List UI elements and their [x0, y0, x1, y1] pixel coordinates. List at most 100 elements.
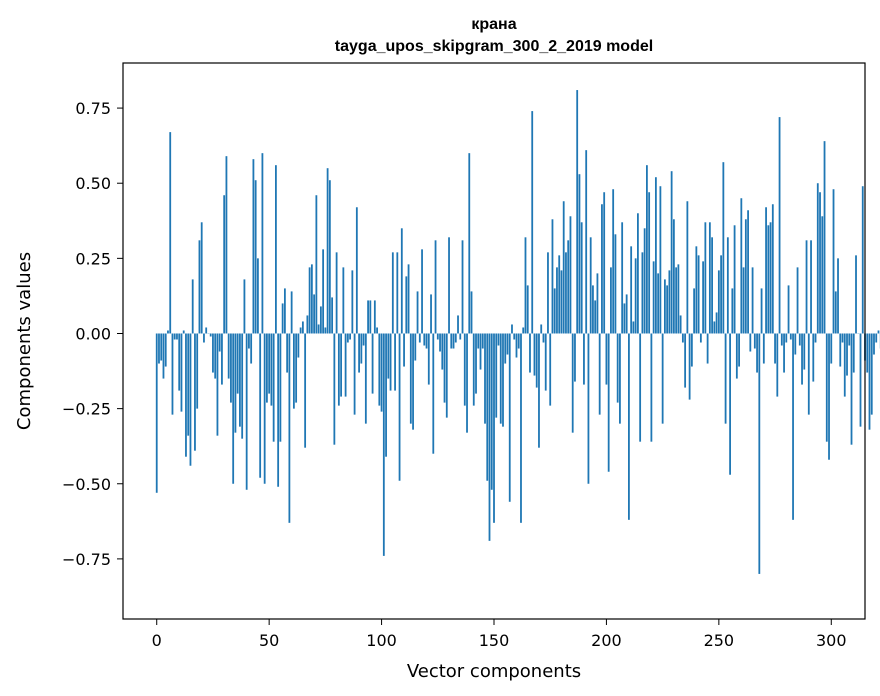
bar	[297, 333, 300, 358]
bar	[477, 333, 480, 349]
bar	[726, 237, 729, 334]
bar	[780, 333, 783, 346]
bar	[868, 333, 871, 430]
bar	[200, 222, 203, 334]
bar	[234, 333, 237, 433]
bar	[380, 333, 383, 412]
bar	[583, 333, 585, 385]
bar	[189, 333, 192, 466]
bar	[585, 150, 588, 334]
bar	[531, 111, 534, 334]
bar	[414, 333, 417, 361]
bar	[628, 333, 630, 520]
bar	[385, 333, 387, 457]
bar	[463, 333, 466, 406]
bar	[522, 327, 525, 334]
bar	[792, 333, 794, 520]
y-axis-ticks: 0.75 0.50 0.25 0.00 −0.25 −0.50 −0.75	[62, 99, 123, 569]
y-tick-label: 0.75	[75, 99, 111, 118]
x-tick-label: 300	[816, 631, 847, 650]
bar	[364, 333, 367, 424]
bar	[812, 333, 815, 382]
bar	[333, 333, 336, 445]
bar	[191, 279, 194, 334]
bar	[742, 267, 745, 334]
bar	[169, 132, 172, 334]
bar	[376, 327, 378, 334]
bar	[436, 333, 439, 340]
bar	[783, 333, 785, 373]
bar	[164, 333, 167, 367]
bar	[450, 333, 453, 349]
bar	[637, 213, 639, 334]
bar	[227, 333, 230, 379]
bar	[443, 333, 446, 403]
bar	[875, 333, 878, 343]
bar	[542, 333, 545, 343]
bar	[695, 246, 698, 334]
bar	[735, 333, 738, 379]
bar	[538, 333, 540, 448]
bar	[771, 204, 774, 334]
bar	[558, 255, 561, 334]
bar	[308, 267, 311, 334]
bar	[324, 327, 327, 334]
bar	[565, 252, 567, 334]
bar	[722, 162, 725, 334]
bar	[520, 333, 522, 523]
bar	[661, 333, 664, 424]
bar	[344, 333, 347, 397]
bar	[877, 330, 880, 334]
bar	[398, 333, 401, 481]
bar	[839, 333, 842, 367]
bar	[603, 192, 606, 334]
bar	[378, 333, 381, 406]
bar	[873, 333, 875, 355]
bar	[753, 333, 756, 349]
bar	[598, 333, 601, 415]
bar	[351, 270, 354, 334]
bar	[805, 240, 808, 334]
bar	[684, 333, 687, 388]
bar	[859, 333, 862, 427]
bar	[515, 333, 518, 358]
bar	[837, 258, 839, 334]
bar	[769, 222, 772, 334]
bar	[326, 168, 329, 334]
bar	[706, 333, 709, 364]
bar	[290, 291, 293, 334]
bar	[634, 258, 637, 334]
bar	[870, 333, 873, 415]
bar	[301, 321, 304, 334]
bar	[828, 333, 830, 460]
bar	[814, 333, 817, 343]
bar	[387, 333, 390, 379]
bar	[715, 312, 718, 334]
bar	[475, 333, 477, 394]
bar	[315, 195, 318, 334]
bar	[526, 285, 529, 334]
bar	[479, 333, 482, 370]
bar	[248, 333, 250, 349]
bar	[677, 264, 680, 334]
bar	[594, 300, 597, 334]
bar	[299, 327, 302, 334]
bar	[810, 240, 812, 334]
bar	[821, 216, 824, 334]
bar	[607, 333, 610, 472]
x-tick-label: 250	[704, 631, 735, 650]
bar	[861, 186, 864, 334]
bar	[342, 267, 345, 334]
bar	[214, 333, 217, 379]
bar	[508, 333, 511, 502]
bar	[625, 294, 628, 334]
bar	[427, 333, 430, 385]
bar	[740, 198, 743, 334]
bar	[553, 288, 556, 334]
bar	[236, 333, 239, 394]
x-axis-label: Vector components	[407, 661, 581, 682]
bar	[310, 264, 313, 334]
bar	[767, 225, 770, 334]
bar	[205, 327, 208, 334]
bar	[502, 333, 504, 427]
